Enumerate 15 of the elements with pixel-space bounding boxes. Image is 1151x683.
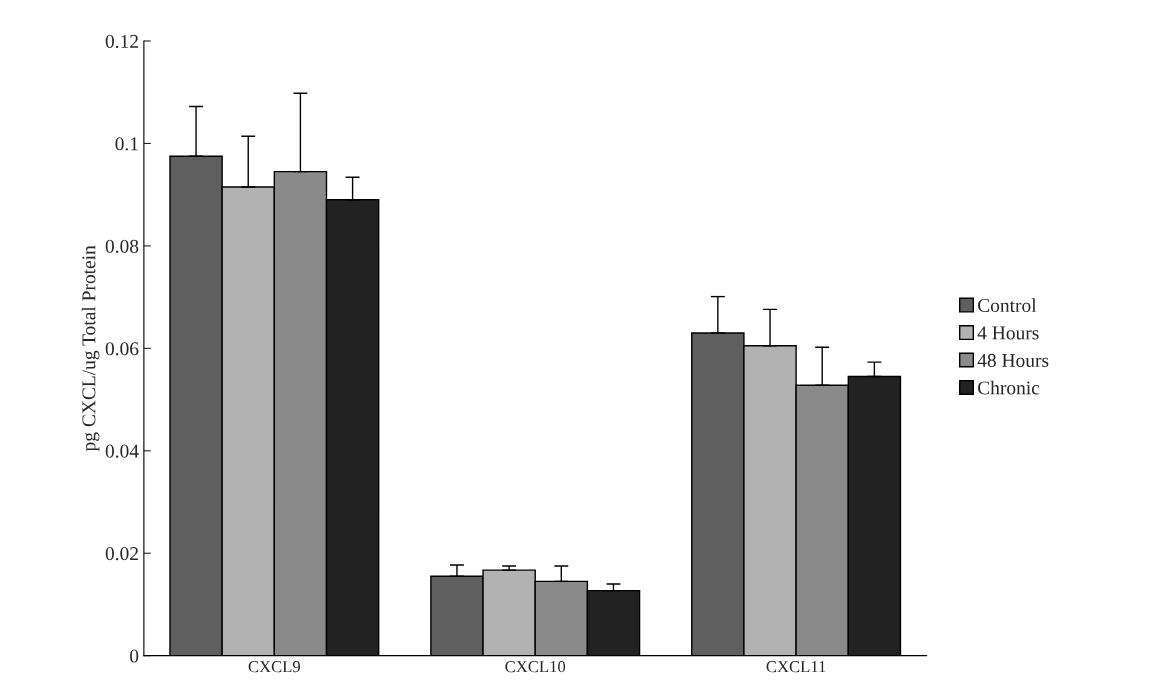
x-tick-label: CXCL9 — [248, 661, 301, 673]
x-tick-label: CXCL10 — [505, 661, 566, 673]
legend-label: 4 Hours — [977, 326, 1039, 340]
y-tick-label: 0.1 — [115, 137, 138, 151]
y-tick-label: 0.06 — [105, 342, 139, 356]
y-tick-label: 0.02 — [105, 547, 138, 561]
y-tick-label: 0.12 — [105, 34, 138, 48]
y-tick-label: 0 — [130, 649, 139, 663]
x-tick-label: CXCL11 — [766, 661, 826, 673]
legend-label: 48 Hours — [977, 353, 1049, 367]
y-tick-label: 0.08 — [105, 239, 139, 253]
y-tick-label: 0.04 — [105, 444, 139, 458]
legend-label: Control — [978, 298, 1037, 313]
y-axis-title: pg CXCL/ug Total Protein — [81, 245, 100, 452]
legend-label: Chronic — [978, 380, 1040, 395]
